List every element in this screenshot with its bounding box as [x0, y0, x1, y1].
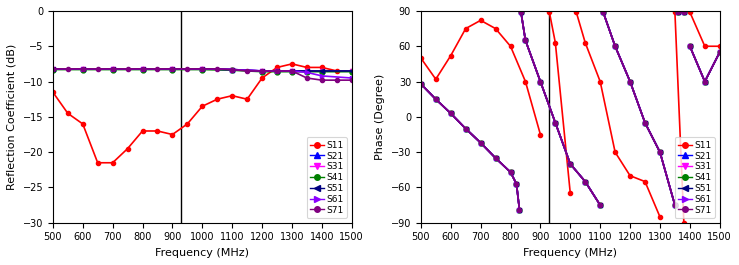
- Legend: S11, S21, S31, S41, S51, S61, S71: S11, S21, S31, S41, S51, S61, S71: [675, 137, 715, 218]
- X-axis label: Frequency (MHz): Frequency (MHz): [155, 248, 249, 258]
- X-axis label: Frequency (MHz): Frequency (MHz): [523, 248, 617, 258]
- Y-axis label: Phase (Degree): Phase (Degree): [375, 74, 385, 160]
- Legend: S11, S21, S31, S41, S51, S61, S71: S11, S21, S31, S41, S51, S61, S71: [307, 137, 347, 218]
- Y-axis label: Reflection Coefficient (dB): Reflection Coefficient (dB): [7, 44, 17, 190]
